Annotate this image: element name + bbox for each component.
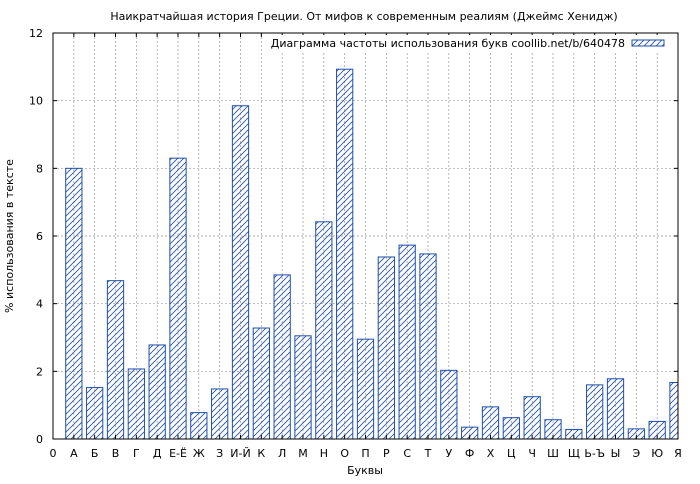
bar-Р	[377, 256, 395, 440]
legend-swatch	[631, 39, 665, 47]
x-tick-label: Ц	[507, 447, 516, 460]
y-tick-label: 0	[36, 433, 43, 446]
x-tick-label: Л	[278, 447, 286, 460]
x-axis-ticks: 0 А Б В Г Д Е-Ё Ж З И-Й К Л М Н О П Р С Т У Ф Х Ц Ч Ш Щ Ь-Ъ Ы Э Ю Я	[50, 33, 682, 460]
x-tick-label: Ч	[528, 447, 536, 460]
x-tick-label: К	[257, 447, 265, 460]
x-tick-label: Я	[674, 447, 682, 460]
bar-А	[65, 167, 83, 440]
x-tick-label: Э	[632, 447, 640, 460]
x-tick-label: 0	[50, 447, 57, 460]
x-tick-label: Ы	[611, 447, 621, 460]
bars	[65, 68, 679, 440]
x-tick-label: Т	[424, 447, 432, 460]
bar-П	[356, 338, 375, 440]
bar-Б	[86, 387, 104, 440]
bar-Н	[315, 221, 333, 440]
y-tick-label: 10	[29, 95, 43, 108]
x-tick-label: З	[216, 447, 223, 460]
x-tick-label: Х	[487, 447, 495, 460]
bar-Ы	[606, 378, 625, 440]
x-tick-label: Ж	[193, 447, 205, 460]
x-tick-label: П	[361, 447, 369, 460]
legend-background	[270, 35, 675, 51]
y-tick-label: 8	[36, 162, 43, 175]
x-tick-label: Ю	[651, 447, 663, 460]
bar-К	[252, 327, 270, 440]
x-tick-label: О	[340, 447, 349, 460]
x-tick-label: Е-Ё	[169, 447, 187, 460]
x-tick-label: Д	[153, 447, 162, 460]
bar-Г	[127, 368, 145, 440]
x-tick-label: Г	[133, 447, 140, 460]
x-tick-label: С	[403, 447, 411, 460]
y-tick-label: 4	[36, 298, 43, 311]
x-tick-label: Р	[383, 447, 390, 460]
grid	[53, 33, 678, 439]
bar-И-Й	[231, 105, 250, 440]
bar-С	[398, 244, 416, 440]
bar-Ь-Ъ	[586, 384, 604, 440]
y-tick-label: 12	[29, 27, 43, 40]
x-tick-label: Щ	[568, 447, 580, 460]
chart-title: Наикратчайшая история Греции. От мифов к…	[110, 10, 617, 23]
y-tick-label: 2	[36, 365, 43, 378]
x-tick-label: Ь-Ъ	[584, 447, 605, 460]
bar-В	[106, 280, 125, 440]
bar-Ч	[523, 396, 541, 440]
x-tick-label: Б	[91, 447, 99, 460]
y-axis-ticks: 0 2 4 6 8 10 12	[29, 27, 678, 446]
bar-Т	[419, 253, 437, 440]
bar-Х	[481, 406, 500, 440]
x-tick-label: М	[298, 447, 308, 460]
x-tick-label: Ф	[465, 447, 474, 460]
y-axis-title: % использования в тексте	[3, 159, 16, 313]
bar-О	[336, 68, 354, 440]
legend: Диаграмма частоты использования букв coo…	[270, 35, 675, 51]
bar-З	[211, 388, 229, 440]
x-tick-label: Ш	[547, 447, 559, 460]
bar-Л	[273, 274, 291, 440]
x-tick-label: Н	[320, 447, 328, 460]
x-tick-label: В	[112, 447, 120, 460]
bar-У	[440, 369, 458, 440]
bar-Е-Ё	[169, 157, 187, 440]
x-tick-label: А	[70, 447, 78, 460]
x-axis-title: Буквы	[347, 464, 383, 477]
x-tick-label: У	[445, 447, 452, 460]
bar-М	[294, 335, 312, 440]
bar-Д	[148, 344, 166, 440]
legend-label: Диаграмма частоты использования букв coo…	[271, 37, 625, 50]
y-tick-label: 6	[36, 230, 43, 243]
x-tick-label: И-Й	[230, 447, 250, 460]
bar-Я	[669, 381, 679, 440]
